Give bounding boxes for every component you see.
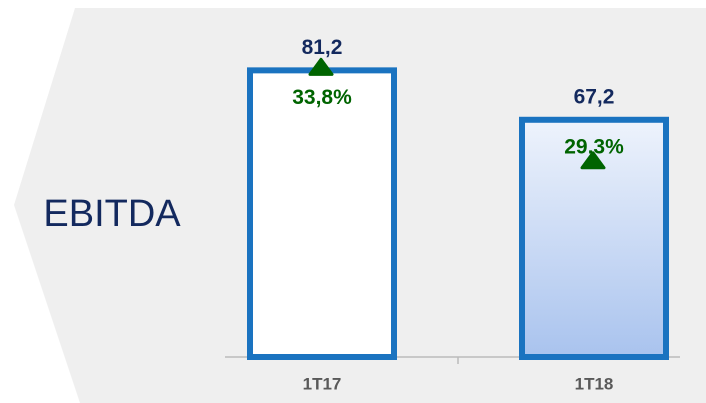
up-triangle xyxy=(580,151,606,170)
value-label: 81,2 xyxy=(302,36,343,59)
value-label: 67,2 xyxy=(574,85,615,108)
annotation: 29,3% xyxy=(564,135,624,158)
x-tick-label: 1T17 xyxy=(303,374,342,393)
bar xyxy=(247,67,397,360)
up-triangle xyxy=(308,57,334,76)
x-tick-label: 1T18 xyxy=(575,374,614,393)
annotation: 33,8% xyxy=(292,86,352,109)
chart-title: EBITDA xyxy=(43,193,181,235)
